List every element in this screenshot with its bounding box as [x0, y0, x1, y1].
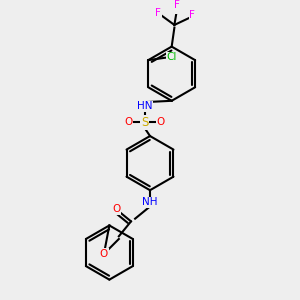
Text: HN: HN — [137, 101, 152, 111]
Text: O: O — [157, 118, 165, 128]
Text: F: F — [174, 0, 180, 10]
Text: O: O — [100, 249, 108, 259]
Text: F: F — [189, 11, 195, 20]
Text: Cl: Cl — [166, 52, 176, 62]
Text: O: O — [124, 118, 132, 128]
Text: S: S — [141, 116, 148, 129]
Text: NH: NH — [142, 197, 158, 207]
Text: F: F — [155, 8, 161, 18]
Text: O: O — [112, 204, 120, 214]
